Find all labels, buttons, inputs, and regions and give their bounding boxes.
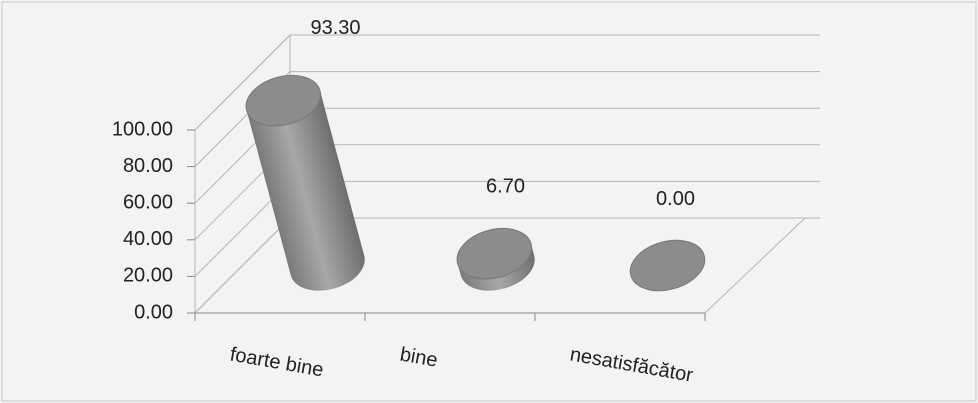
y-tick-label: 0.00: [134, 301, 173, 323]
grid-line: [194, 34, 820, 131]
cylinder: [629, 239, 706, 292]
y-tick-label: 20.00: [123, 265, 173, 287]
value-label: 0.00: [656, 188, 695, 210]
y-tick-label: 80.00: [123, 155, 173, 177]
cylinder-top: [245, 74, 322, 127]
y-tick-label: 60.00: [123, 191, 173, 213]
value-label: 93.30: [310, 17, 360, 39]
cylinder-body: [246, 90, 365, 291]
y-tick-label: 100.00: [112, 118, 173, 140]
cylinder: [456, 227, 535, 291]
cylinder-top: [456, 227, 533, 280]
y-tick-label: 40.00: [123, 228, 173, 250]
cylinder: [245, 74, 365, 291]
cylinder-top: [629, 239, 706, 292]
grid-line: [194, 71, 820, 167]
value-label: 6.70: [486, 176, 525, 198]
